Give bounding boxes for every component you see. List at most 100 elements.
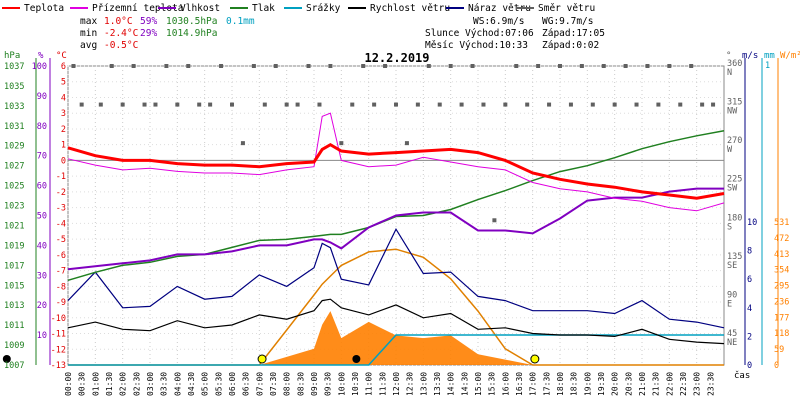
time-tick: 06:00: [228, 372, 237, 396]
time-tick: 02:30: [132, 372, 141, 396]
time-tick: 12:30: [406, 372, 415, 396]
chart-title: 12.2.2019: [364, 51, 429, 65]
wm2-tick: 59: [774, 345, 784, 355]
wind-direction-point: [273, 64, 278, 68]
time-tick: 07:00: [255, 372, 264, 396]
wind-direction-point: [262, 102, 267, 107]
temp-tick: -9: [56, 298, 66, 308]
hpa-tick: 1031: [4, 122, 24, 132]
stat-avg-temp: -0.5°C: [104, 40, 138, 51]
wind-direction-point: [623, 64, 628, 68]
stat-min-temp: -2.4°C: [104, 28, 138, 39]
temp-tick: -4: [56, 219, 66, 229]
time-tick: 01:30: [105, 372, 114, 396]
info-sun: Slunce Východ:07:06: [425, 28, 534, 39]
wind-direction-point: [700, 102, 705, 107]
series-rain-line: [68, 334, 724, 366]
stat-min-hum: 29%: [140, 28, 157, 39]
stat-max-temp: 1.0°C: [104, 16, 133, 27]
time-tick: 14:00: [447, 372, 456, 396]
wind-direction-point: [514, 64, 519, 68]
series-gust-line: [67, 227, 725, 329]
wind-direction-point: [120, 102, 125, 107]
wind-direction-point: [186, 64, 191, 68]
hpa-tick: 1007: [4, 361, 24, 371]
time-tick: 23:00: [693, 372, 702, 396]
unit-wm2: W/m²: [780, 51, 800, 61]
wind-direction-point: [383, 64, 388, 68]
wm2-tick: 531: [774, 218, 789, 228]
stat-min-label: min: [80, 28, 97, 39]
wm2-tick: 413: [774, 250, 789, 260]
wind-direction-point: [98, 102, 103, 107]
wind-direction-point: [295, 102, 300, 107]
hum-tick: 80: [37, 122, 47, 132]
wind-direction-point: [251, 64, 256, 68]
unit-ms: m/s: [742, 51, 758, 61]
hpa-tick: 1023: [4, 202, 24, 212]
time-tick: 03:00: [146, 372, 155, 396]
info-moon-set: Západ:0:02: [542, 40, 599, 51]
legend-label: Srážky: [306, 3, 341, 14]
wind-direction-point: [547, 102, 552, 107]
wind-direction-point: [470, 64, 475, 68]
wind-direction-point: [208, 102, 213, 107]
legend-label: Vlhkost: [180, 3, 220, 14]
hum-tick: 90: [37, 92, 47, 102]
dir-label-tick: S: [727, 222, 732, 232]
wind-direction-point: [109, 64, 114, 68]
temp-tick: 3: [61, 109, 66, 119]
wind-direction-point: [525, 102, 530, 107]
time-tick: 12:00: [392, 372, 401, 396]
time-tick: 14:30: [460, 372, 469, 396]
unit-hpa: hPa: [4, 51, 20, 61]
time-tick: 09:30: [324, 372, 333, 396]
temp-tick: -10: [51, 314, 66, 324]
mm-tick: 1: [765, 61, 770, 71]
wind-direction-point: [339, 141, 344, 146]
wind-direction-point: [558, 64, 562, 68]
legend-label: Rychlost větru: [370, 3, 450, 14]
temp-tick: -3: [56, 204, 66, 214]
hum-tick: 100: [32, 62, 47, 72]
wind-direction-point: [579, 64, 584, 68]
wm2-tick: 472: [774, 234, 789, 244]
wind-direction-point: [568, 102, 573, 107]
temp-tick: 5: [61, 78, 66, 88]
time-tick: 19:00: [583, 372, 592, 396]
wind-direction-point: [503, 102, 508, 107]
hum-tick: 70: [37, 152, 47, 162]
time-tick: 02:00: [119, 372, 128, 396]
time-tick: 17:30: [542, 372, 551, 396]
moonset-marker: [2, 355, 11, 363]
wind-direction-point: [492, 218, 497, 223]
stat-max-hum: 59%: [140, 16, 157, 27]
temp-tick: 4: [61, 93, 66, 103]
wind-direction-point: [590, 102, 595, 107]
time-tick: 08:30: [296, 372, 305, 396]
wind-direction-point: [404, 141, 409, 146]
grid: [67, 65, 725, 366]
hum-tick: 10: [37, 331, 47, 341]
temp-tick: -2: [56, 188, 66, 198]
wind-direction-point: [142, 102, 147, 107]
wind-direction-point: [361, 64, 366, 68]
wind-direction-point: [689, 64, 694, 68]
temp-tick: 1: [61, 141, 66, 151]
ms-tick: 2: [747, 332, 752, 342]
series-humidity-line: [67, 187, 724, 271]
info-block: WS:6.9m/s WG:9.7m/s Slunce Východ:07:06 …: [425, 16, 605, 51]
wind-direction-point: [284, 102, 289, 107]
dir-label-tick: SE: [727, 261, 737, 271]
wind-direction-point: [71, 64, 76, 68]
time-tick: 04:30: [187, 372, 196, 396]
time-tick: 17:00: [529, 372, 538, 396]
hum-tick: 30: [37, 271, 47, 281]
dir-deg-tick: 180: [727, 213, 742, 223]
time-tick: 03:30: [160, 372, 169, 396]
hum-tick: 20: [37, 301, 47, 311]
time-tick: 20:30: [624, 372, 633, 396]
wm2-tick: 354: [774, 266, 789, 276]
